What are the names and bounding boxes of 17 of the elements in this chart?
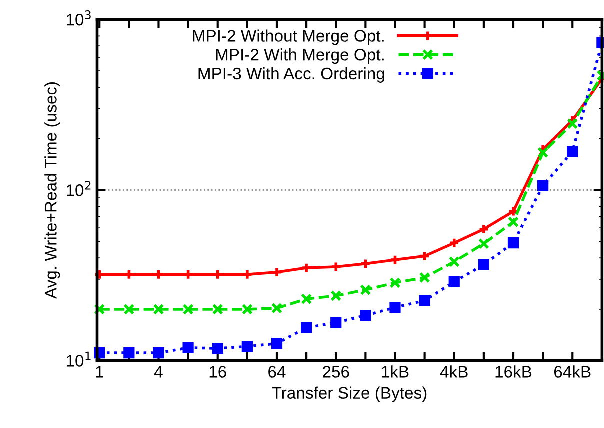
legend-label: MPI-2 With Merge Opt. (216, 48, 384, 64)
x-tick-label: 64kB (554, 366, 591, 378)
y-tick-label: 10$^{1}$ (66, 352, 91, 367)
x-tick-label: 4kB (440, 366, 468, 378)
x-tick-label: 16 (210, 366, 226, 378)
x-tick-label: 1kB (382, 366, 409, 378)
x-tick-label: 4 (154, 366, 163, 378)
legend-label: MPI-2 Without Merge Opt. (193, 30, 384, 46)
legend-label: MPI-3 With Acc. Ordering (198, 67, 384, 83)
x-tick-label: 64 (268, 366, 286, 378)
y-tick-label: 10$^{2}$ (66, 181, 91, 196)
y-tick-label: 10$^{3}$ (66, 10, 91, 26)
x-tick-label: 1 (96, 366, 104, 378)
x-tick-label: 16kB (496, 366, 532, 378)
x-axis-title: Transfer Size (Bytes) (272, 386, 427, 402)
x-tick-label: 256 (323, 366, 350, 378)
y-axis-title: Avg. Write+Read Time (usec) (44, 82, 60, 299)
